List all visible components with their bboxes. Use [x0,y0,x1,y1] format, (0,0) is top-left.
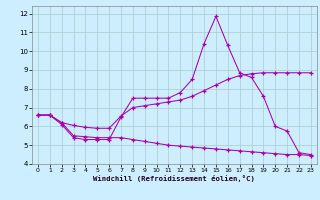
X-axis label: Windchill (Refroidissement éolien,°C): Windchill (Refroidissement éolien,°C) [93,175,255,182]
